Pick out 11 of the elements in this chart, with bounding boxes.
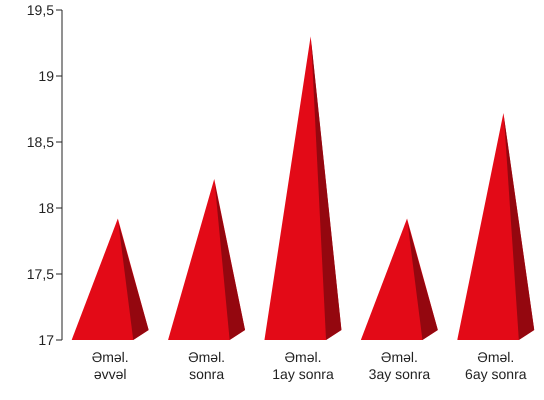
y-tick-label: 18 <box>38 200 54 216</box>
x-tick-label: Əməl. əvvəl <box>92 349 129 382</box>
x-tick-label: Əməl. 3ay sonra <box>368 349 430 382</box>
y-tick-label: 17,5 <box>26 266 54 282</box>
y-tick-label: 18,5 <box>26 134 54 150</box>
x-tick-label: Əməl. 1ay sonra <box>272 349 334 382</box>
y-tick-label: 19 <box>38 68 54 84</box>
x-tick-label: Əməl. sonra <box>188 349 226 382</box>
y-tick-label: 19,5 <box>26 2 54 18</box>
y-tick-label: 17 <box>38 332 54 348</box>
x-tick-label: Əməl. 6ay sonra <box>465 349 527 382</box>
